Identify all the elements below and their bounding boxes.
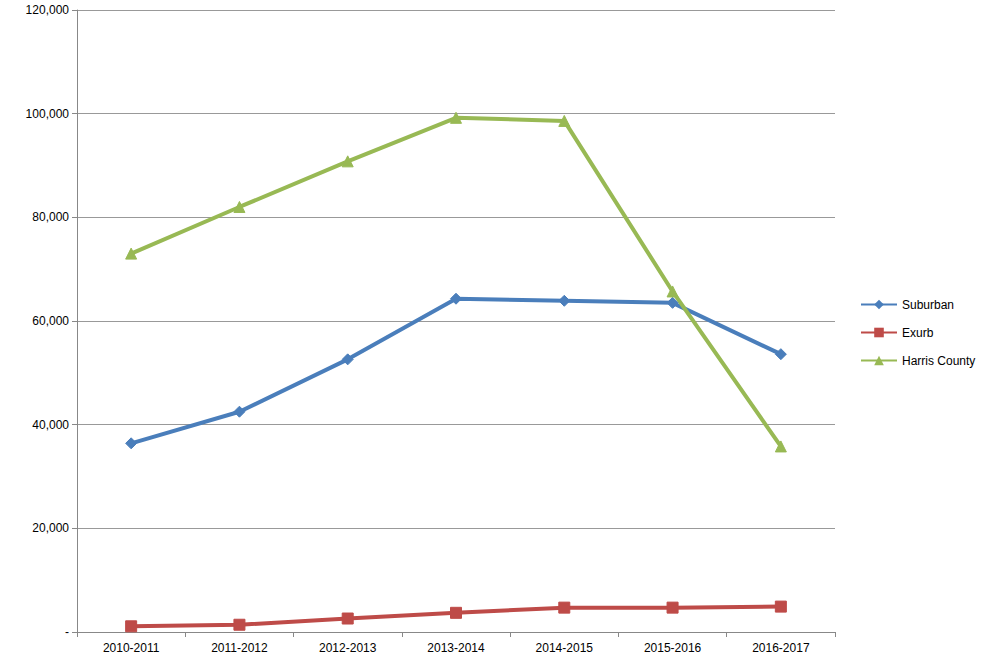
svg-text:Suburban: Suburban bbox=[902, 298, 954, 312]
svg-text:20,000: 20,000 bbox=[32, 521, 69, 535]
svg-text:2014-2015: 2014-2015 bbox=[536, 641, 594, 655]
svg-text:-: - bbox=[65, 625, 69, 639]
svg-text:2015-2016: 2015-2016 bbox=[644, 641, 702, 655]
svg-text:Harris County: Harris County bbox=[902, 354, 975, 368]
svg-text:120,000: 120,000 bbox=[26, 3, 70, 17]
svg-text:Exurb: Exurb bbox=[902, 326, 934, 340]
svg-text:60,000: 60,000 bbox=[32, 314, 69, 328]
svg-text:40,000: 40,000 bbox=[32, 418, 69, 432]
svg-text:2012-2013: 2012-2013 bbox=[319, 641, 377, 655]
svg-text:2013-2014: 2013-2014 bbox=[427, 641, 485, 655]
svg-text:2016-2017: 2016-2017 bbox=[752, 641, 810, 655]
svg-text:2011-2012: 2011-2012 bbox=[211, 641, 268, 655]
svg-text:80,000: 80,000 bbox=[32, 210, 69, 224]
svg-text:2010-2011: 2010-2011 bbox=[103, 641, 160, 655]
svg-text:100,000: 100,000 bbox=[26, 107, 70, 121]
